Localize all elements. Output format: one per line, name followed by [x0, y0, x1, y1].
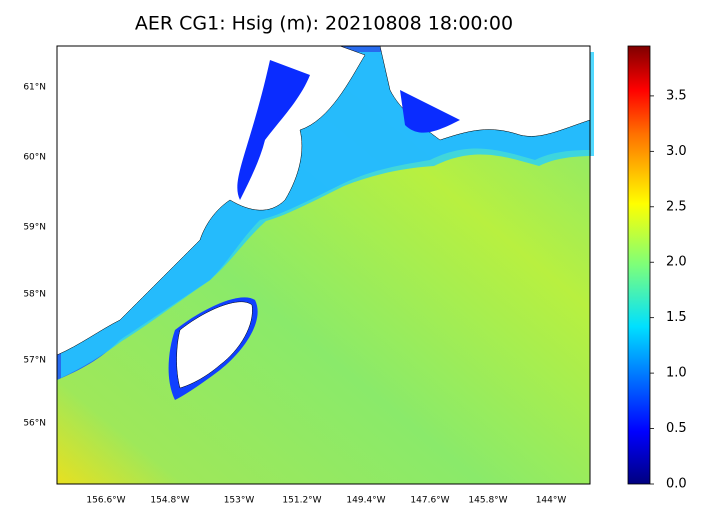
lat-label: 57°N — [23, 356, 46, 366]
colorbar — [627, 45, 651, 485]
lon-label: 156.6°W — [86, 496, 125, 506]
lon-label: 149.4°W — [346, 496, 385, 506]
lat-label: 58°N — [23, 290, 46, 300]
lon-label: 147.6°W — [410, 496, 449, 506]
lon-label: 151.2°W — [282, 496, 321, 506]
colorbar-tick-label: 2.5 — [666, 199, 687, 214]
colorbar-tick-label: 0.0 — [666, 477, 687, 492]
colorbar-tick-label: 1.0 — [666, 366, 687, 381]
lat-label: 59°N — [23, 223, 46, 233]
colorbar-tick-label: 3.5 — [666, 88, 687, 103]
lon-label: 144°W — [536, 496, 567, 506]
lon-label: 153°W — [224, 496, 255, 506]
lat-label: 61°N — [23, 83, 46, 93]
lat-label: 56°N — [23, 419, 46, 429]
colorbar-tick-label: 1.5 — [666, 310, 687, 325]
colorbar-tick-label: 0.5 — [666, 421, 687, 436]
lon-label: 154.8°W — [150, 496, 189, 506]
colorbar-tick-label: 2.0 — [666, 255, 687, 270]
lat-label: 60°N — [23, 153, 46, 163]
map — [56, 45, 594, 485]
colorbar-tick-label: 3.0 — [666, 144, 687, 159]
title: AER CG1: Hsig (m): 20210808 18:00:00 — [135, 13, 513, 35]
lon-label: 145.8°W — [468, 496, 507, 506]
